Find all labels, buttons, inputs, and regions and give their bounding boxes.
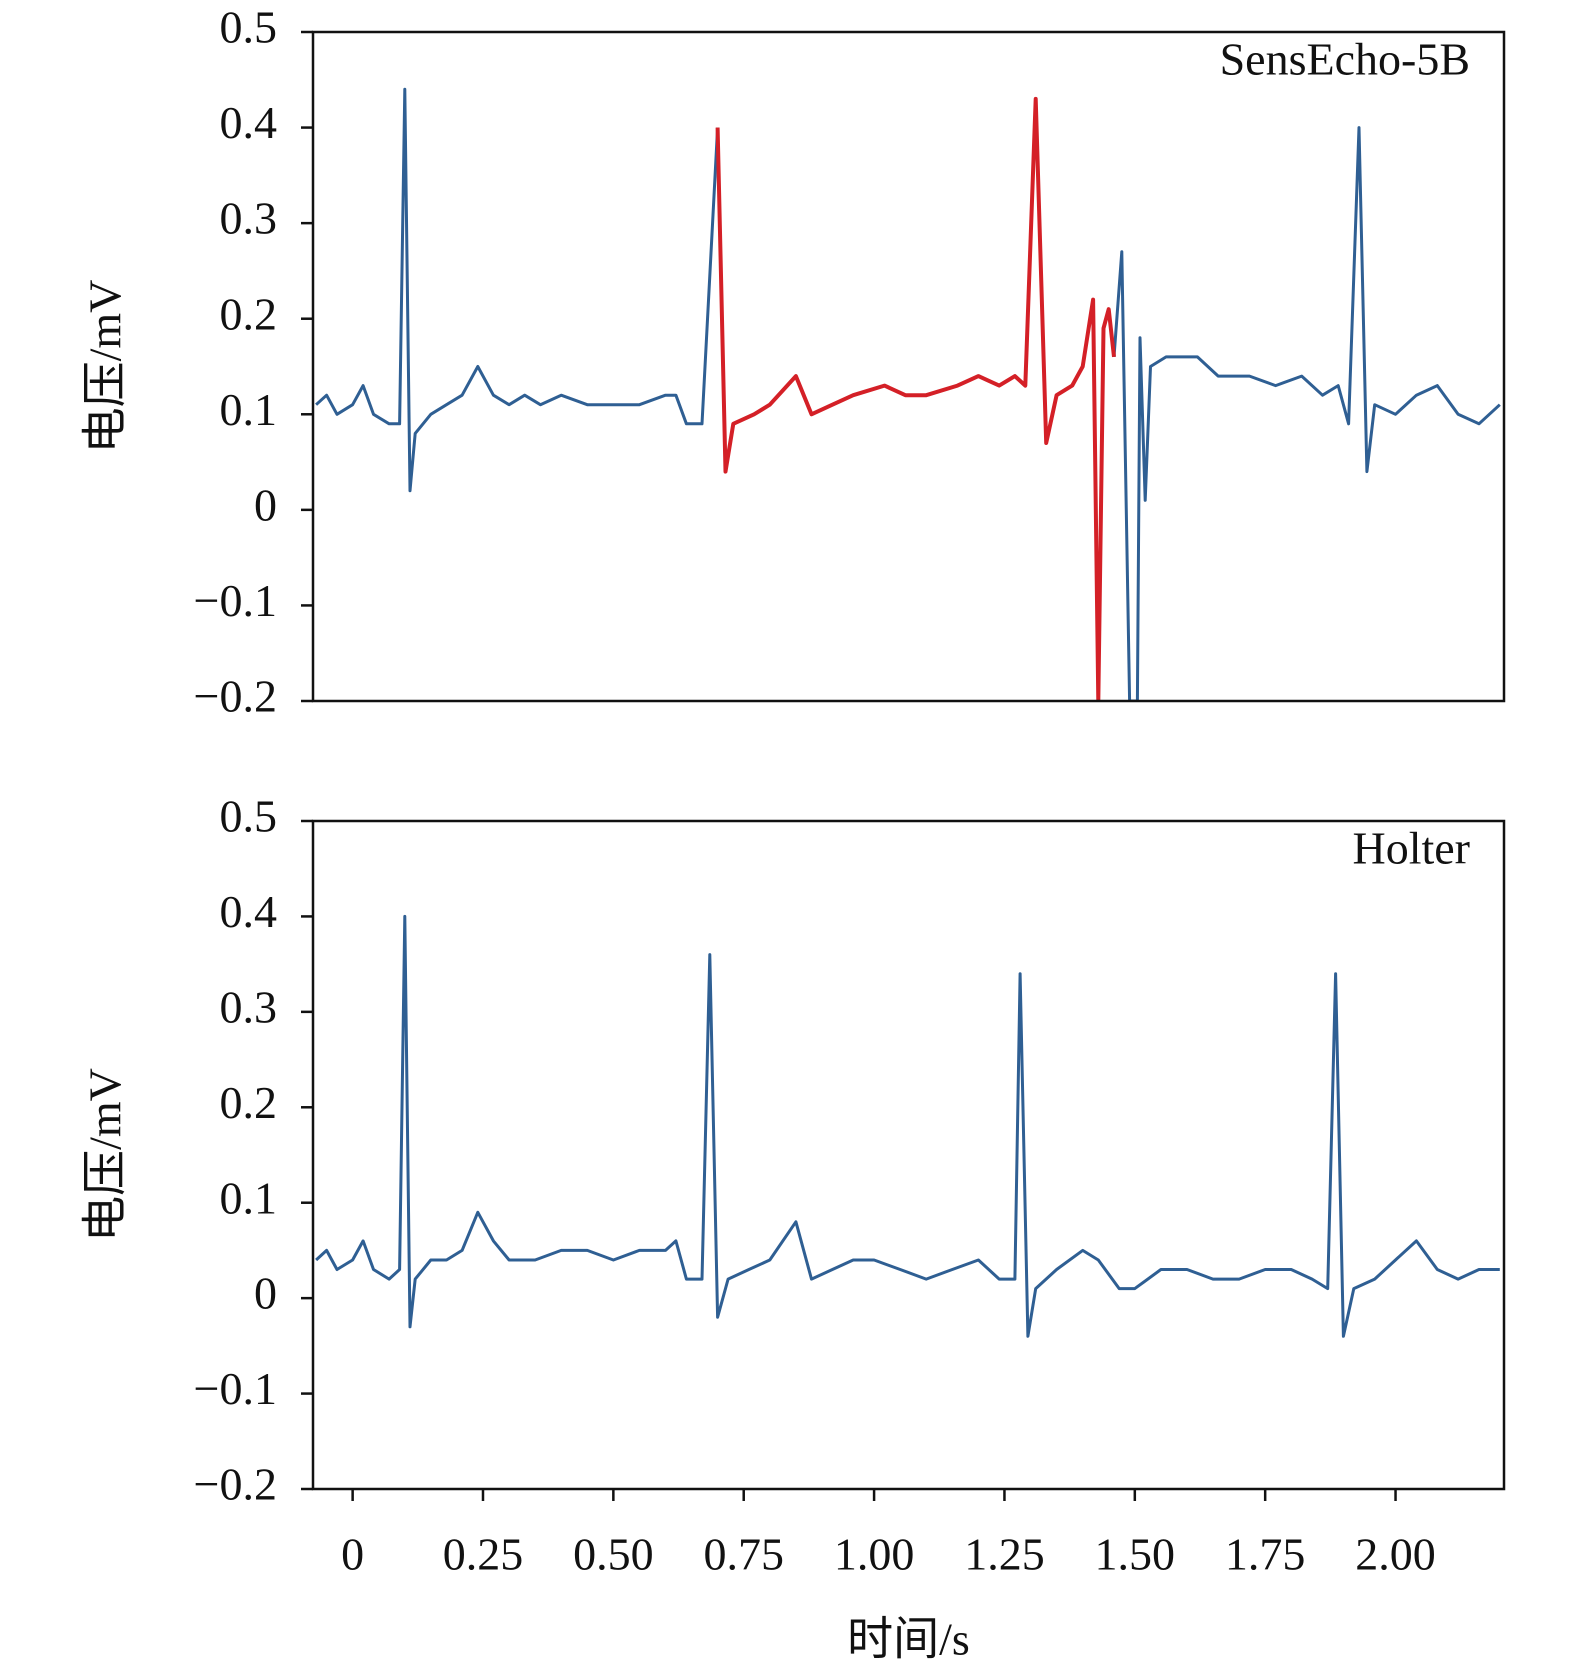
x-tick-label: 0.50 xyxy=(573,1529,654,1580)
ecg-line xyxy=(715,96,1116,701)
x-tick-label: 2.00 xyxy=(1355,1529,1436,1580)
y-tick-label: 0 xyxy=(254,1268,277,1319)
x-tick-label: 1.75 xyxy=(1225,1529,1306,1580)
x-tick-label: 0.75 xyxy=(703,1529,784,1580)
y-tick-label: 0.4 xyxy=(220,97,278,148)
y-tick-label: 0 xyxy=(254,479,277,530)
y-axis-label: 电压/mV xyxy=(80,1068,131,1242)
x-tick-label: 0.25 xyxy=(443,1529,524,1580)
y-axis-label: 电压/mV xyxy=(80,280,131,454)
y-tick-label: 0.5 xyxy=(220,2,278,53)
y-tick-label: 0.2 xyxy=(220,1077,278,1128)
ecg-line xyxy=(315,914,1500,1338)
y-tick-label: −0.2 xyxy=(194,671,277,722)
ecg-line xyxy=(1112,126,1501,701)
x-axis-label: 时间/s xyxy=(847,1614,970,1665)
y-tick-label: 0.4 xyxy=(220,886,278,937)
annotation: SensEcho-5B xyxy=(1220,34,1470,85)
y-tick-label: 0.1 xyxy=(220,1172,278,1223)
plot-frame xyxy=(311,819,1506,1491)
y-tick-label: 0.3 xyxy=(220,981,278,1032)
y-tick-label: 0.2 xyxy=(220,288,278,339)
y-tick-label: 0.1 xyxy=(220,384,278,435)
y-tick-label: 0.3 xyxy=(220,193,278,244)
x-tick-label: 0 xyxy=(341,1529,364,1580)
plot-frame xyxy=(311,30,1506,703)
annotation: Holter xyxy=(1352,823,1470,874)
x-tick-label: 1.25 xyxy=(964,1529,1045,1580)
x-tick-label: 1.00 xyxy=(834,1529,915,1580)
ecg-line xyxy=(315,87,720,493)
y-tick-label: −0.2 xyxy=(194,1459,277,1510)
y-tick-label: −0.1 xyxy=(194,575,277,626)
y-tick-label: 0.5 xyxy=(220,791,278,842)
x-tick-label: 1.50 xyxy=(1095,1529,1176,1580)
y-tick-label: −0.1 xyxy=(194,1363,277,1414)
